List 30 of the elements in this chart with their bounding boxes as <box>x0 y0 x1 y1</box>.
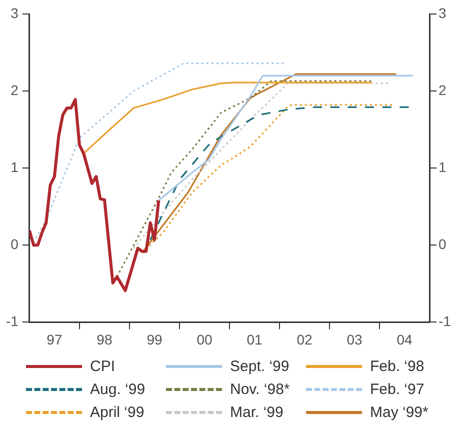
line-series <box>32 62 284 244</box>
y2-tick-label: 0 <box>438 236 447 252</box>
y-tick-label: 0 <box>10 236 19 252</box>
x-tick-label: 97 <box>46 331 62 348</box>
line-series <box>150 106 410 241</box>
x-tick-label: 04 <box>396 331 413 348</box>
y-tick-label: 3 <box>10 4 19 21</box>
legend-label: Aug. ‘99 <box>90 381 146 398</box>
y-tick-label: 2 <box>10 82 19 98</box>
legend-label: Sept. ‘99 <box>230 358 290 375</box>
legend-label: April ‘99 <box>90 404 144 421</box>
x-tick-label: 03 <box>346 331 363 348</box>
x-tick-label: 00 <box>196 331 212 348</box>
y2-tick-label: -1 <box>438 313 452 330</box>
x-tick-label: 99 <box>146 331 162 348</box>
legend-label: Feb. ‘97 <box>370 381 424 398</box>
legend-label: CPI <box>90 358 116 375</box>
x-tick-label: 98 <box>96 331 112 348</box>
legend-label: Mar. ‘99 <box>230 404 284 421</box>
y2-tick-label: 1 <box>438 158 447 175</box>
y-tick-label: 1 <box>10 158 19 175</box>
legend-label: Nov. ‘98* <box>230 381 290 398</box>
x-tick-label: 01 <box>246 331 263 348</box>
legend-label: Feb. ‘98 <box>370 358 424 375</box>
legend-label: May ‘99* <box>370 404 428 421</box>
y2-tick-label: 3 <box>438 4 447 21</box>
line-series <box>116 80 372 278</box>
x-tick-label: 02 <box>296 331 313 348</box>
y2-tick-label: 2 <box>438 82 447 98</box>
y-tick-label: -1 <box>6 313 19 330</box>
